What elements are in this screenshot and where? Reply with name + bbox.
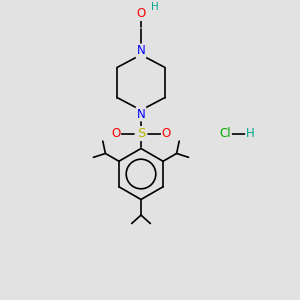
Text: O: O [111, 127, 120, 140]
Text: Cl: Cl [219, 127, 231, 140]
Text: H: H [246, 127, 255, 140]
Text: S: S [137, 127, 145, 140]
Text: H: H [151, 2, 158, 13]
Text: N: N [136, 107, 146, 121]
Text: O: O [162, 127, 171, 140]
Text: O: O [136, 7, 146, 20]
Text: N: N [136, 44, 146, 58]
